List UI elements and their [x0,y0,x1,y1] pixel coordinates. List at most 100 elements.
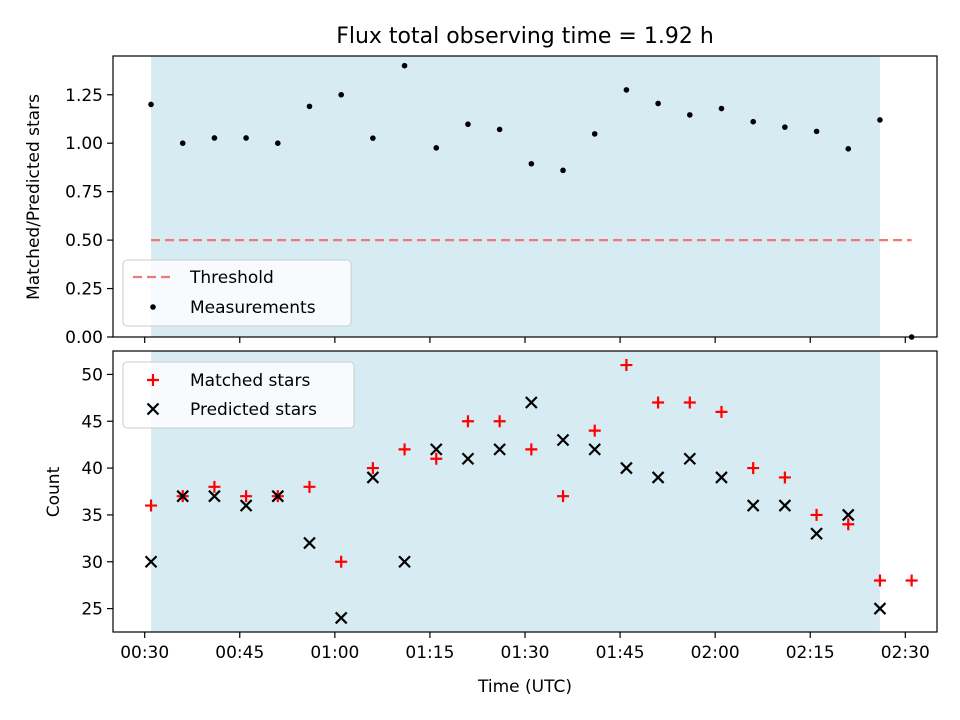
matched-star-point [842,518,855,531]
matched-star-point [145,499,158,512]
top-y-tick-label: 0.00 [65,328,103,348]
x-tick-label: 02:00 [691,643,740,663]
measurement-point [623,87,630,93]
bottom-y-tick-label: 35 [81,506,103,526]
measurement-point [877,117,883,123]
top-y-axis-label: Matched/Predicted stars [24,94,44,300]
matched-star-point [240,490,253,503]
top-legend-box [122,259,352,327]
bottom-y-tick-label: 25 [81,600,103,620]
matched-star-point [303,480,316,493]
bottom-y-axis-label: Count [44,466,64,517]
top-panel: 0.00 0.25 0.50 0.75 1.00 1.25 Threshold Measure… [65,55,938,348]
predicted-star-point [271,489,285,503]
matched-star-point [461,415,474,428]
predicted-star-point [366,471,380,484]
matched-star-point [905,574,918,587]
measurement-point [179,140,186,147]
legend-matched-swatch [147,374,159,386]
x-tick-label: 00:30 [120,643,169,663]
x-tick-label: 02:30 [881,643,930,663]
x-tick-label: 01:45 [596,643,645,663]
measurement-point [813,128,820,135]
measurement-point [370,135,376,141]
measurement-point [750,118,756,125]
matched-star-point [208,480,221,493]
x-tick-label: 01:00 [310,643,359,663]
x-tick-label: 00:45 [215,643,264,663]
matched-star-point [525,443,538,456]
bottom-y-tick-label: 45 [81,412,103,432]
measurement-point [433,145,440,151]
predicted-star-point [493,443,506,456]
predicted-star-point [651,471,665,484]
predicted-star-point [303,536,316,550]
measurement-point [718,105,725,112]
matched-star-point [715,405,728,418]
measurement-point [243,135,249,141]
matched-star-point [810,508,823,521]
measurement-point [148,101,154,108]
matched-star-point [493,415,506,428]
measurement-point [782,124,788,130]
predicted-star-point [778,499,792,512]
predicted-star-point [873,602,887,615]
top-y-tick-label: 0.50 [65,231,103,251]
top-y-tick-label: 0.75 [65,183,103,203]
matched-star-point [778,471,791,484]
predicted-star-point [810,527,823,540]
measurement-point [275,140,281,147]
top-y-tick-label: 1.00 [65,134,103,154]
predicted-star-point [715,471,728,484]
predicted-star-point [239,499,253,512]
matched-star-point [398,443,411,456]
matched-star-point [873,574,886,587]
predicted-star-point [525,396,538,409]
x-axis-label: Time (UTC) [477,677,572,697]
measurement-point [591,131,598,137]
matched-star-point [335,555,348,568]
predicted-star-point [746,499,760,512]
measurement-point [560,167,566,174]
matched-star-point [557,490,570,503]
measurement-point [338,91,344,98]
chart-title: Flux total observing time = 1.92 h [336,24,714,49]
bottom-y-tick-label: 50 [81,365,103,385]
bottom-legend-box [122,361,355,429]
legend-predicted-label: Predicted stars [190,400,317,420]
bottom-panel: 25 30 35 40 45 50 00:30 00:45 01:00 01:15 01:30 01:… [81,350,938,663]
x-tick-label: 01:30 [501,643,550,663]
predicted-star-point [588,443,602,456]
measurement-point [687,112,693,118]
matched-star-point [683,396,696,409]
legend-predicted-swatch [146,402,160,416]
predicted-star-point [461,452,475,465]
matched-star-point [588,424,601,437]
legend-measurements-label: Measurements [190,298,316,318]
predicted-star-point [620,461,633,475]
measurement-point [655,100,661,107]
legend-measurements-swatch [150,304,156,310]
predicted-star-point [683,452,697,465]
predicted-star-point [176,489,190,503]
predicted-star-point [398,555,411,569]
legend-threshold-label: Threshold [189,268,274,288]
matched-star-point [430,452,443,465]
top-y-tick-label: 0.25 [65,280,103,300]
measurement-point [211,135,218,141]
measurement-point [845,146,852,152]
top-y-tick-label: 1.25 [65,86,103,106]
measurement-point [528,160,535,167]
measurement-point [401,62,408,69]
predicted-star-point [556,433,570,447]
bottom-y-tick-label: 40 [81,459,103,479]
predicted-star-point [208,489,221,503]
predicted-star-point [334,611,348,625]
measurement-point [496,126,503,133]
bottom-y-tick-label: 30 [81,553,103,573]
matched-star-point [620,359,633,372]
predicted-star-point [429,443,443,456]
measurement-point [306,103,313,110]
measurement-point [465,121,471,128]
